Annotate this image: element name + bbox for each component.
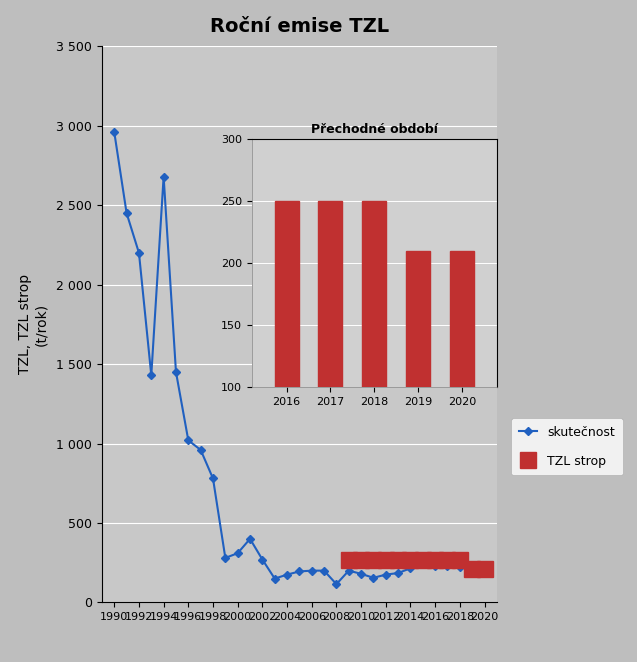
skutečnost xyxy=(456,563,464,571)
Bar xyxy=(450,251,474,512)
skutečnost xyxy=(481,566,489,574)
Line: skutečnost: skutečnost xyxy=(111,129,487,587)
Bar xyxy=(275,201,299,512)
skutečnost xyxy=(147,371,155,379)
Bar xyxy=(318,201,343,512)
skutečnost xyxy=(382,571,390,579)
TZL strop xyxy=(419,555,427,563)
skutečnost xyxy=(468,565,476,573)
skutečnost xyxy=(320,567,328,575)
TZL strop xyxy=(443,555,451,563)
skutečnost xyxy=(308,567,315,575)
TZL strop xyxy=(456,555,464,563)
skutečnost xyxy=(333,580,340,588)
skutečnost xyxy=(222,554,229,562)
Title: Roční emise TZL: Roční emise TZL xyxy=(210,17,389,36)
skutečnost xyxy=(357,570,365,578)
skutečnost xyxy=(406,564,414,572)
TZL strop xyxy=(406,555,414,563)
skutečnost xyxy=(246,535,254,543)
TZL strop xyxy=(357,555,365,563)
skutečnost xyxy=(135,249,143,257)
TZL strop xyxy=(369,555,377,563)
skutečnost xyxy=(185,436,192,444)
Title: Přechodné období: Přechodné období xyxy=(311,124,438,136)
skutečnost xyxy=(283,571,291,579)
TZL strop xyxy=(481,565,489,573)
Legend: skutečnost, TZL strop: skutečnost, TZL strop xyxy=(511,418,622,475)
skutečnost xyxy=(197,446,204,454)
Line: TZL strop: TZL strop xyxy=(341,552,492,577)
TZL strop xyxy=(468,565,476,573)
TZL strop xyxy=(394,555,402,563)
TZL strop xyxy=(382,555,390,563)
skutečnost xyxy=(259,555,266,563)
TZL strop xyxy=(431,555,439,563)
skutečnost xyxy=(271,575,278,583)
skutečnost xyxy=(443,562,451,570)
Bar xyxy=(362,201,386,512)
skutečnost xyxy=(172,368,180,376)
skutečnost xyxy=(110,128,118,136)
skutečnost xyxy=(209,475,217,483)
skutečnost xyxy=(394,569,402,577)
skutečnost xyxy=(369,574,377,582)
skutečnost xyxy=(296,567,303,575)
TZL strop xyxy=(345,555,352,563)
skutečnost xyxy=(419,560,427,568)
skutečnost xyxy=(160,173,168,181)
skutečnost xyxy=(431,562,439,570)
skutečnost xyxy=(234,549,241,557)
Bar xyxy=(406,251,430,512)
skutečnost xyxy=(123,209,131,217)
skutečnost xyxy=(345,567,352,575)
Y-axis label: TZL, TZL strop
(t/rok): TZL, TZL strop (t/rok) xyxy=(18,274,48,375)
